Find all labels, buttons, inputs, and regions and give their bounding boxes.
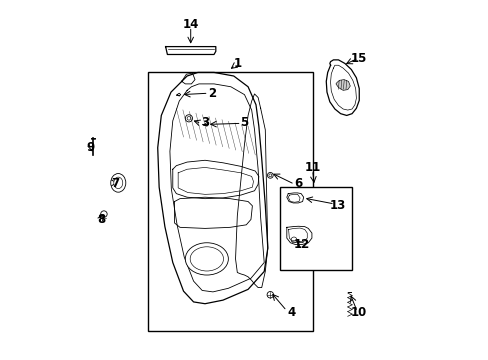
Bar [147, 72, 312, 330]
Text: 11: 11 [304, 161, 320, 174]
Ellipse shape [190, 247, 223, 271]
Text: 15: 15 [350, 51, 366, 64]
Text: 3: 3 [201, 116, 209, 129]
Ellipse shape [114, 177, 122, 189]
Polygon shape [335, 80, 349, 90]
Text: 12: 12 [293, 238, 309, 251]
Text: 5: 5 [240, 116, 248, 129]
Ellipse shape [185, 243, 228, 275]
Text: 14: 14 [182, 18, 199, 31]
Text: 2: 2 [208, 87, 216, 100]
Text: 7: 7 [111, 177, 119, 190]
Text: 9: 9 [86, 141, 94, 154]
Text: 10: 10 [350, 306, 366, 319]
Text: 4: 4 [286, 306, 295, 319]
Text: 13: 13 [329, 199, 345, 212]
Text: 6: 6 [294, 177, 302, 190]
Text: 1: 1 [233, 57, 241, 70]
Bar [280, 187, 351, 270]
Text: 8: 8 [97, 213, 105, 226]
Ellipse shape [110, 174, 125, 192]
